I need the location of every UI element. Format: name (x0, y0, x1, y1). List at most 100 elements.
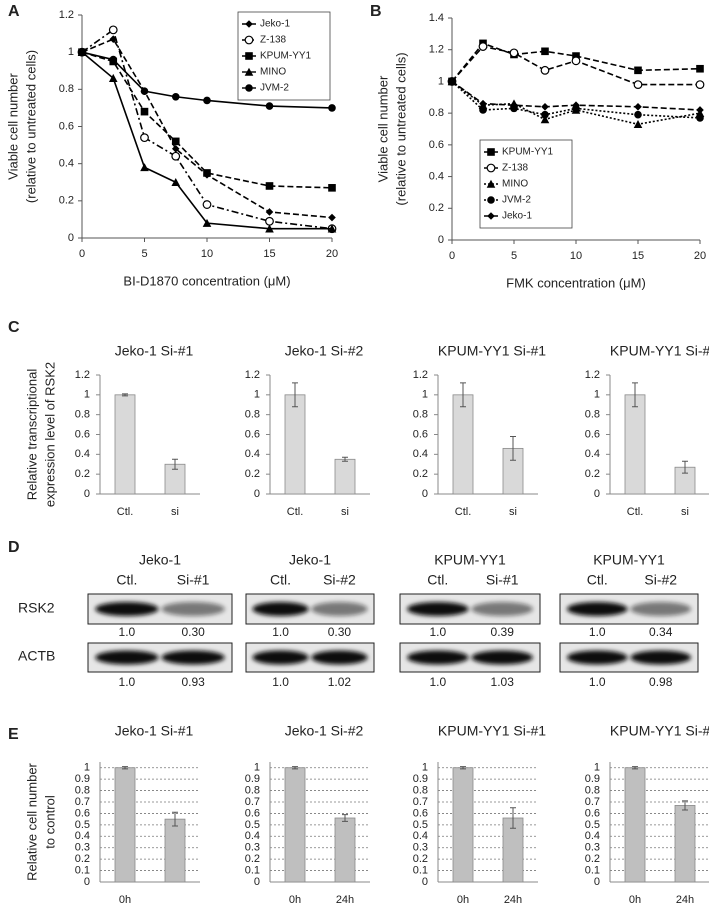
y-tick-label: 0.2 (59, 195, 74, 207)
y-tick-label: 0.8 (245, 409, 260, 421)
bar (164, 818, 186, 883)
y-tick-label: 0 (68, 232, 74, 244)
y-axis-label: to control (42, 795, 57, 849)
cell-label: KPUM-YY1 (434, 552, 506, 568)
marker (696, 64, 704, 73)
y-tick-label: 1 (254, 389, 260, 401)
blot-band (630, 650, 692, 665)
x-axis-label: FMK concentration (μM) (506, 275, 646, 290)
legend-marker (245, 20, 253, 28)
lane-label: Ctl. (270, 572, 291, 588)
legend-label: Jeko-1 (260, 19, 290, 30)
y-tick-label: 0.3 (245, 842, 260, 854)
marker (140, 87, 149, 95)
y-tick-label: 1 (422, 389, 428, 401)
marker (634, 110, 642, 119)
series-line (451, 45, 700, 86)
quant-label: 1.03 (491, 675, 515, 689)
y-tick-label: 0.9 (75, 773, 90, 785)
y-tick-label: 0.1 (245, 864, 260, 876)
marker (479, 99, 487, 108)
blot-band (630, 602, 692, 616)
y-tick-label: 0.4 (585, 830, 600, 842)
blot-band (161, 602, 225, 616)
marker (109, 35, 118, 43)
x-tick-label: 15 (263, 248, 275, 260)
marker (328, 104, 336, 112)
marker (108, 73, 118, 82)
y-tick-label: 0.8 (413, 784, 428, 796)
lane-label: Si-#1 (177, 572, 210, 588)
marker (509, 48, 519, 58)
y-tick-label: 0.8 (59, 83, 74, 95)
bar (674, 805, 696, 883)
blot-band (311, 602, 368, 616)
y-tick-label: 0.1 (75, 864, 90, 876)
error-bar (632, 382, 638, 408)
legend: KPUM-YY1 Z-138 MINO JVM-2 Jeko-1 (479, 139, 573, 229)
error-bar (342, 456, 348, 462)
y-tick-label: 0.4 (59, 158, 74, 170)
x-tick-label: Ctl. (117, 506, 134, 518)
y-tick-label: 1.2 (59, 9, 74, 21)
error-bar (122, 766, 128, 770)
y-axis-label: Relative cell number (24, 762, 39, 880)
y-tick-label: 0.4 (413, 830, 428, 842)
x-axis-label: BI-D1870 concentration (μM) (123, 273, 290, 288)
y-tick-label: 0.4 (245, 830, 260, 842)
blot-band (407, 602, 469, 616)
marker (265, 182, 274, 190)
error-bar (460, 382, 466, 408)
marker (696, 114, 704, 122)
quant-label: 1.0 (429, 625, 446, 639)
y-tick-label: 0.5 (75, 819, 90, 831)
chart-title: KPUM-YY1 Si-#2 (610, 723, 709, 739)
chart-title: KPUM-YY1 Si-#1 (438, 343, 546, 359)
y-tick-label: 0.2 (585, 468, 600, 480)
y-tick-label: 0.1 (413, 864, 428, 876)
lane-label: Si-#1 (486, 572, 519, 588)
marker (478, 42, 488, 51)
lane-label: Si-#2 (644, 572, 677, 588)
x-tick-label: 10 (570, 250, 582, 262)
bar (452, 767, 474, 883)
chart-title: Jeko-1 Si-#1 (115, 343, 194, 359)
blot-band (161, 650, 225, 665)
y-tick-label: 1.2 (413, 369, 428, 381)
y-tick-label: 0.6 (75, 428, 90, 440)
legend-label: MINO (502, 179, 528, 190)
y-tick-label: 0.1 (585, 864, 600, 876)
x-tick-label: Ctl. (455, 506, 472, 518)
quant-label: 0.34 (649, 625, 673, 639)
blot-band (566, 602, 628, 616)
quant-label: 1.0 (272, 675, 289, 689)
marker (634, 66, 642, 75)
y-tick-label: 0 (594, 876, 600, 888)
y-tick-label: 0.3 (75, 842, 90, 854)
marker (479, 106, 487, 114)
y-tick-label: 0 (422, 876, 428, 888)
blot-band (95, 602, 159, 616)
lane-label: Si-#2 (323, 572, 356, 588)
quant-label: 1.0 (119, 675, 136, 689)
y-tick-label: 1 (254, 762, 260, 774)
error-bar (342, 814, 348, 822)
x-tick-label: 24h (336, 894, 354, 906)
blot-band (471, 602, 533, 616)
y-axis-label: Relative transcriptional (24, 369, 39, 501)
y-tick-label: 0.8 (75, 409, 90, 421)
error-bar (510, 435, 516, 461)
x-tick-label: si (509, 506, 517, 518)
bar (114, 394, 136, 495)
y-tick-label: 0.2 (413, 468, 428, 480)
quant-label: 1.0 (589, 675, 606, 689)
y-tick-label: 1.2 (585, 369, 600, 381)
legend-label: JVM-2 (260, 83, 289, 94)
x-tick-label: 10 (201, 248, 213, 260)
error-bar (682, 800, 688, 811)
marker (510, 101, 518, 110)
y-tick-label: 1 (438, 75, 444, 87)
x-tick-label: 20 (326, 248, 338, 260)
marker (571, 56, 581, 66)
